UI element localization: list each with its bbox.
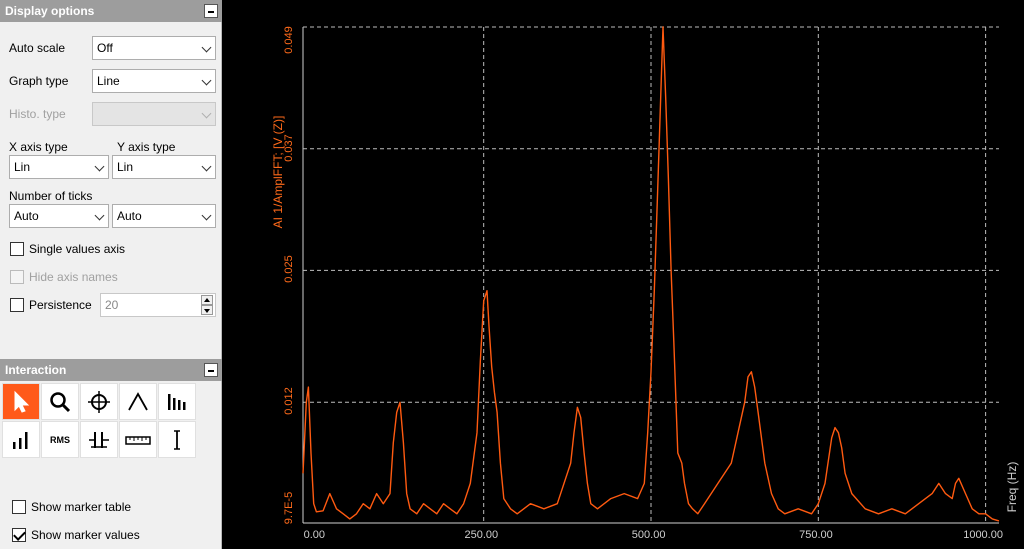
histo-type-label: Histo. type [9, 107, 66, 121]
plot-area[interactable]: AI 1/AmplFFT; [V (Z)] Freq (Hz) 9.7E-5 0.… [222, 0, 1024, 549]
ticks-y-select[interactable]: Auto [112, 204, 216, 228]
ruler-tool-button[interactable] [119, 421, 157, 458]
cursor-icon [174, 429, 180, 450]
bars-icon [13, 431, 28, 449]
persistence-checkbox[interactable] [10, 298, 24, 312]
collapse-icon[interactable] [204, 4, 218, 18]
delta-icon [89, 431, 109, 448]
show-marker-values-label: Show marker values [31, 528, 140, 542]
chevron-down-icon [94, 161, 105, 172]
x-tick-label: 750.00 [799, 529, 833, 541]
chevron-down-icon [201, 161, 212, 172]
x-axis-type-value: Lin [14, 160, 31, 174]
harmonics-icon [168, 393, 186, 410]
spin-down-icon[interactable] [201, 305, 213, 315]
hide-axis-names-label: Hide axis names [29, 270, 118, 284]
chevron-down-icon [94, 210, 105, 221]
cursor-tool-button[interactable] [158, 421, 196, 458]
collapse-icon[interactable] [204, 363, 218, 377]
x-tick-label: 1000.00 [963, 529, 1003, 541]
ticks-x-select[interactable]: Auto [9, 204, 109, 228]
graph-type-select[interactable]: Line [92, 69, 216, 93]
hide-axis-names-checkbox [10, 270, 24, 284]
x-tick-label: 500.00 [631, 529, 666, 541]
persistence-spinbox[interactable]: 20 [100, 293, 216, 317]
crosshair-tool-button[interactable] [80, 383, 118, 420]
single-values-axis-checkbox[interactable] [10, 242, 24, 256]
crosshair-icon [88, 390, 110, 413]
x-axis-type-select[interactable]: Lin [9, 155, 109, 179]
spin-up-icon[interactable] [201, 295, 213, 305]
persistence-label: Persistence [29, 298, 92, 312]
show-marker-table-label: Show marker table [31, 500, 132, 514]
graph-type-value: Line [97, 74, 120, 88]
x-axis-type-label: X axis type [9, 140, 68, 154]
peak-tool-button[interactable] [119, 383, 157, 420]
show-marker-values-checkbox[interactable] [12, 528, 26, 542]
y-axis-type-value: Lin [117, 160, 134, 174]
pointer-icon [14, 390, 30, 413]
auto-scale-value: Off [97, 41, 113, 55]
harmonics-tool-button[interactable] [158, 383, 196, 420]
persistence-value: 20 [105, 298, 119, 312]
rms-tool-button[interactable]: RMS [41, 421, 79, 458]
x-tick-label: 250.00 [464, 529, 499, 541]
interaction-header[interactable]: Interaction [0, 359, 222, 381]
rms-icon: RMS [50, 434, 70, 445]
display-options-title: Display options [5, 4, 95, 18]
interaction-title: Interaction [5, 363, 67, 377]
zoom-icon [50, 391, 71, 412]
spectrum-chart[interactable] [222, 0, 1024, 549]
chevron-down-icon [201, 42, 212, 53]
bars-tool-button[interactable] [2, 421, 40, 458]
peak-icon [128, 391, 148, 410]
ticks-y-value: Auto [117, 209, 142, 223]
ruler-icon [125, 435, 151, 445]
y-axis-type-select[interactable]: Lin [112, 155, 216, 179]
zoom-tool-button[interactable] [41, 383, 79, 420]
histo-type-select [92, 102, 216, 126]
single-values-axis-label: Single values axis [29, 242, 126, 256]
ticks-x-value: Auto [14, 209, 39, 223]
series-line[interactable] [302, 26, 1000, 522]
auto-scale-select[interactable]: Off [92, 36, 216, 60]
pointer-tool-button[interactable] [2, 383, 40, 420]
graph-type-label: Graph type [9, 74, 69, 88]
y-axis-type-label: Y axis type [117, 140, 176, 154]
chevron-down-icon [201, 75, 212, 86]
auto-scale-label: Auto scale [9, 41, 66, 55]
display-options-header[interactable]: Display options [0, 0, 222, 22]
left-panel: Display options Auto scale Off Graph typ… [0, 0, 222, 549]
chevron-down-icon [201, 210, 212, 221]
number-of-ticks-label: Number of ticks [9, 189, 93, 203]
delta-tool-button[interactable] [80, 421, 118, 458]
show-marker-table-checkbox[interactable] [12, 500, 26, 514]
chevron-down-icon [201, 108, 212, 119]
x-tick-label: 0.00 [303, 529, 325, 541]
